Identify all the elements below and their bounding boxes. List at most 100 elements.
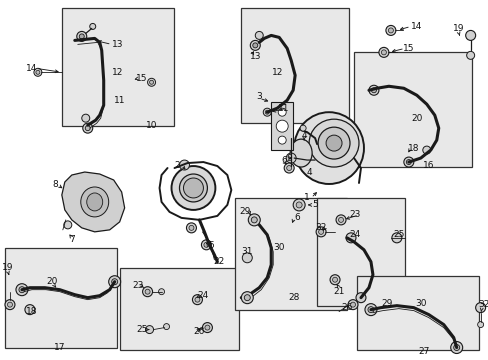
Circle shape [450,342,462,354]
Text: 29: 29 [239,207,250,216]
Circle shape [79,34,84,39]
Circle shape [346,233,355,243]
Circle shape [406,159,410,165]
Text: 13: 13 [249,52,261,61]
Circle shape [16,284,28,296]
Text: 19: 19 [452,24,464,33]
Text: 7: 7 [69,235,75,244]
Circle shape [465,31,475,40]
Circle shape [188,225,194,230]
Circle shape [293,199,305,211]
Circle shape [477,321,483,328]
Circle shape [300,125,305,131]
Text: 23: 23 [348,210,360,219]
Circle shape [34,68,42,76]
Circle shape [347,300,357,310]
Text: 31: 31 [241,247,252,256]
Circle shape [202,323,212,333]
Circle shape [145,289,150,294]
Circle shape [163,324,169,329]
Circle shape [244,295,250,301]
Circle shape [111,279,118,285]
Text: 14: 14 [410,22,422,31]
Circle shape [453,345,459,351]
Ellipse shape [179,174,207,202]
Bar [61,9,173,126]
Circle shape [108,276,121,288]
Ellipse shape [171,166,215,210]
Circle shape [371,88,376,93]
Ellipse shape [81,187,108,217]
Circle shape [147,78,155,86]
Ellipse shape [308,119,358,167]
Circle shape [82,123,93,133]
Circle shape [329,275,339,285]
Circle shape [5,300,15,310]
Polygon shape [61,172,124,232]
Circle shape [242,253,252,263]
Circle shape [145,325,153,334]
Circle shape [90,23,96,30]
Text: 18: 18 [407,144,419,153]
Text: 20: 20 [410,114,422,123]
Circle shape [186,223,196,233]
Bar [5,248,117,347]
Circle shape [142,287,152,297]
Circle shape [355,293,365,303]
Circle shape [278,108,285,116]
Circle shape [64,221,72,229]
Circle shape [475,303,485,312]
Circle shape [286,166,291,171]
Circle shape [204,325,209,330]
Text: 3: 3 [256,92,262,101]
Text: 16: 16 [422,161,434,170]
Circle shape [403,157,413,167]
Circle shape [296,202,302,208]
Text: 32: 32 [315,223,326,232]
Text: 25: 25 [136,325,147,334]
Circle shape [387,28,392,33]
Text: 18: 18 [26,307,38,316]
Text: 27: 27 [417,347,428,356]
Circle shape [422,146,430,154]
Bar [235,198,346,310]
Circle shape [179,160,189,170]
Text: 2: 2 [174,161,180,170]
Text: 4: 4 [301,131,306,140]
Circle shape [263,108,271,116]
Text: 12: 12 [271,68,283,77]
Circle shape [251,217,257,223]
Circle shape [332,277,337,282]
Text: 25: 25 [392,230,404,239]
Text: 4: 4 [305,167,311,176]
Circle shape [368,85,378,95]
Text: 23: 23 [132,281,143,290]
Circle shape [203,242,208,247]
Circle shape [195,297,200,302]
Circle shape [149,80,153,84]
Circle shape [158,289,164,295]
Text: 22: 22 [213,257,224,266]
Text: 15: 15 [402,44,414,53]
Text: 9: 9 [285,154,291,163]
Circle shape [315,227,325,237]
Ellipse shape [86,193,102,211]
Text: 13: 13 [112,40,123,49]
Circle shape [378,48,388,57]
Text: 6: 6 [281,156,286,165]
Circle shape [241,292,253,303]
Text: 5: 5 [208,241,214,250]
Text: 30: 30 [414,299,426,308]
Circle shape [466,51,474,59]
Text: 17: 17 [54,343,65,352]
Circle shape [350,302,355,307]
Circle shape [391,233,401,243]
Bar [353,52,471,167]
Circle shape [255,31,263,39]
Circle shape [338,217,343,222]
Circle shape [248,214,260,226]
Text: 24: 24 [348,230,360,239]
Circle shape [201,240,211,250]
Text: 12: 12 [112,68,123,77]
Text: 28: 28 [288,293,299,302]
